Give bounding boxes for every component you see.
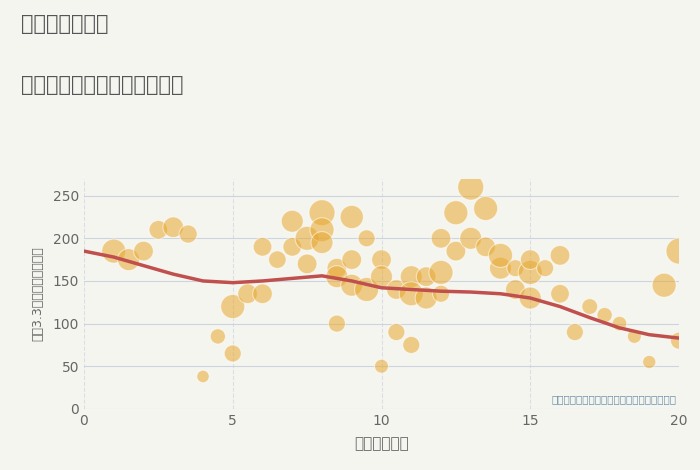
Point [599,311,610,319]
Point [406,273,417,281]
Point [391,329,402,336]
Point [108,247,119,255]
Point [361,286,372,293]
Point [673,247,685,255]
Point [465,183,476,191]
Point [123,256,134,263]
Text: 円の大きさは、取引のあった物件面積を示す: 円の大きさは、取引のあった物件面積を示す [551,394,676,404]
Point [138,247,149,255]
Point [376,256,387,263]
Point [197,373,209,380]
Point [331,265,342,272]
Point [331,320,342,328]
Point [465,235,476,242]
Point [480,243,491,251]
Point [346,282,357,289]
Point [435,290,447,298]
Point [510,265,521,272]
Point [540,265,551,272]
Point [421,273,432,281]
Point [287,243,298,251]
Point [212,333,223,340]
Point [242,290,253,298]
Point [391,286,402,293]
Point [406,290,417,298]
Point [510,286,521,293]
Point [435,235,447,242]
Point [316,226,328,234]
Point [257,243,268,251]
Point [554,290,566,298]
Point [495,251,506,259]
Point [376,362,387,370]
X-axis label: 駅距離（分）: 駅距離（分） [354,436,409,451]
Point [406,341,417,349]
Point [435,269,447,276]
Point [227,303,238,310]
Point [346,256,357,263]
Point [183,230,194,238]
Point [525,256,536,263]
Point [525,294,536,302]
Point [302,235,313,242]
Text: 駅距離別中古マンション価格: 駅距離別中古マンション価格 [21,75,183,95]
Point [302,260,313,267]
Point [450,209,461,217]
Point [450,247,461,255]
Point [495,265,506,272]
Point [331,273,342,281]
Point [153,226,164,234]
Point [316,239,328,246]
Point [227,350,238,357]
Point [673,337,685,345]
Point [644,358,655,366]
Point [584,303,595,310]
Point [316,209,328,217]
Text: 東京都金町駅の: 東京都金町駅の [21,14,108,34]
Point [361,235,372,242]
Point [346,213,357,221]
Point [168,223,179,231]
Point [287,218,298,225]
Point [272,256,283,263]
Point [421,294,432,302]
Point [257,290,268,298]
Point [525,269,536,276]
Point [376,273,387,281]
Point [480,205,491,212]
Point [569,329,580,336]
Point [659,282,670,289]
Point [554,251,566,259]
Y-axis label: 坪（3.3㎡）単価（万円）: 坪（3.3㎡）単価（万円） [32,246,44,341]
Point [614,320,625,328]
Point [629,333,640,340]
